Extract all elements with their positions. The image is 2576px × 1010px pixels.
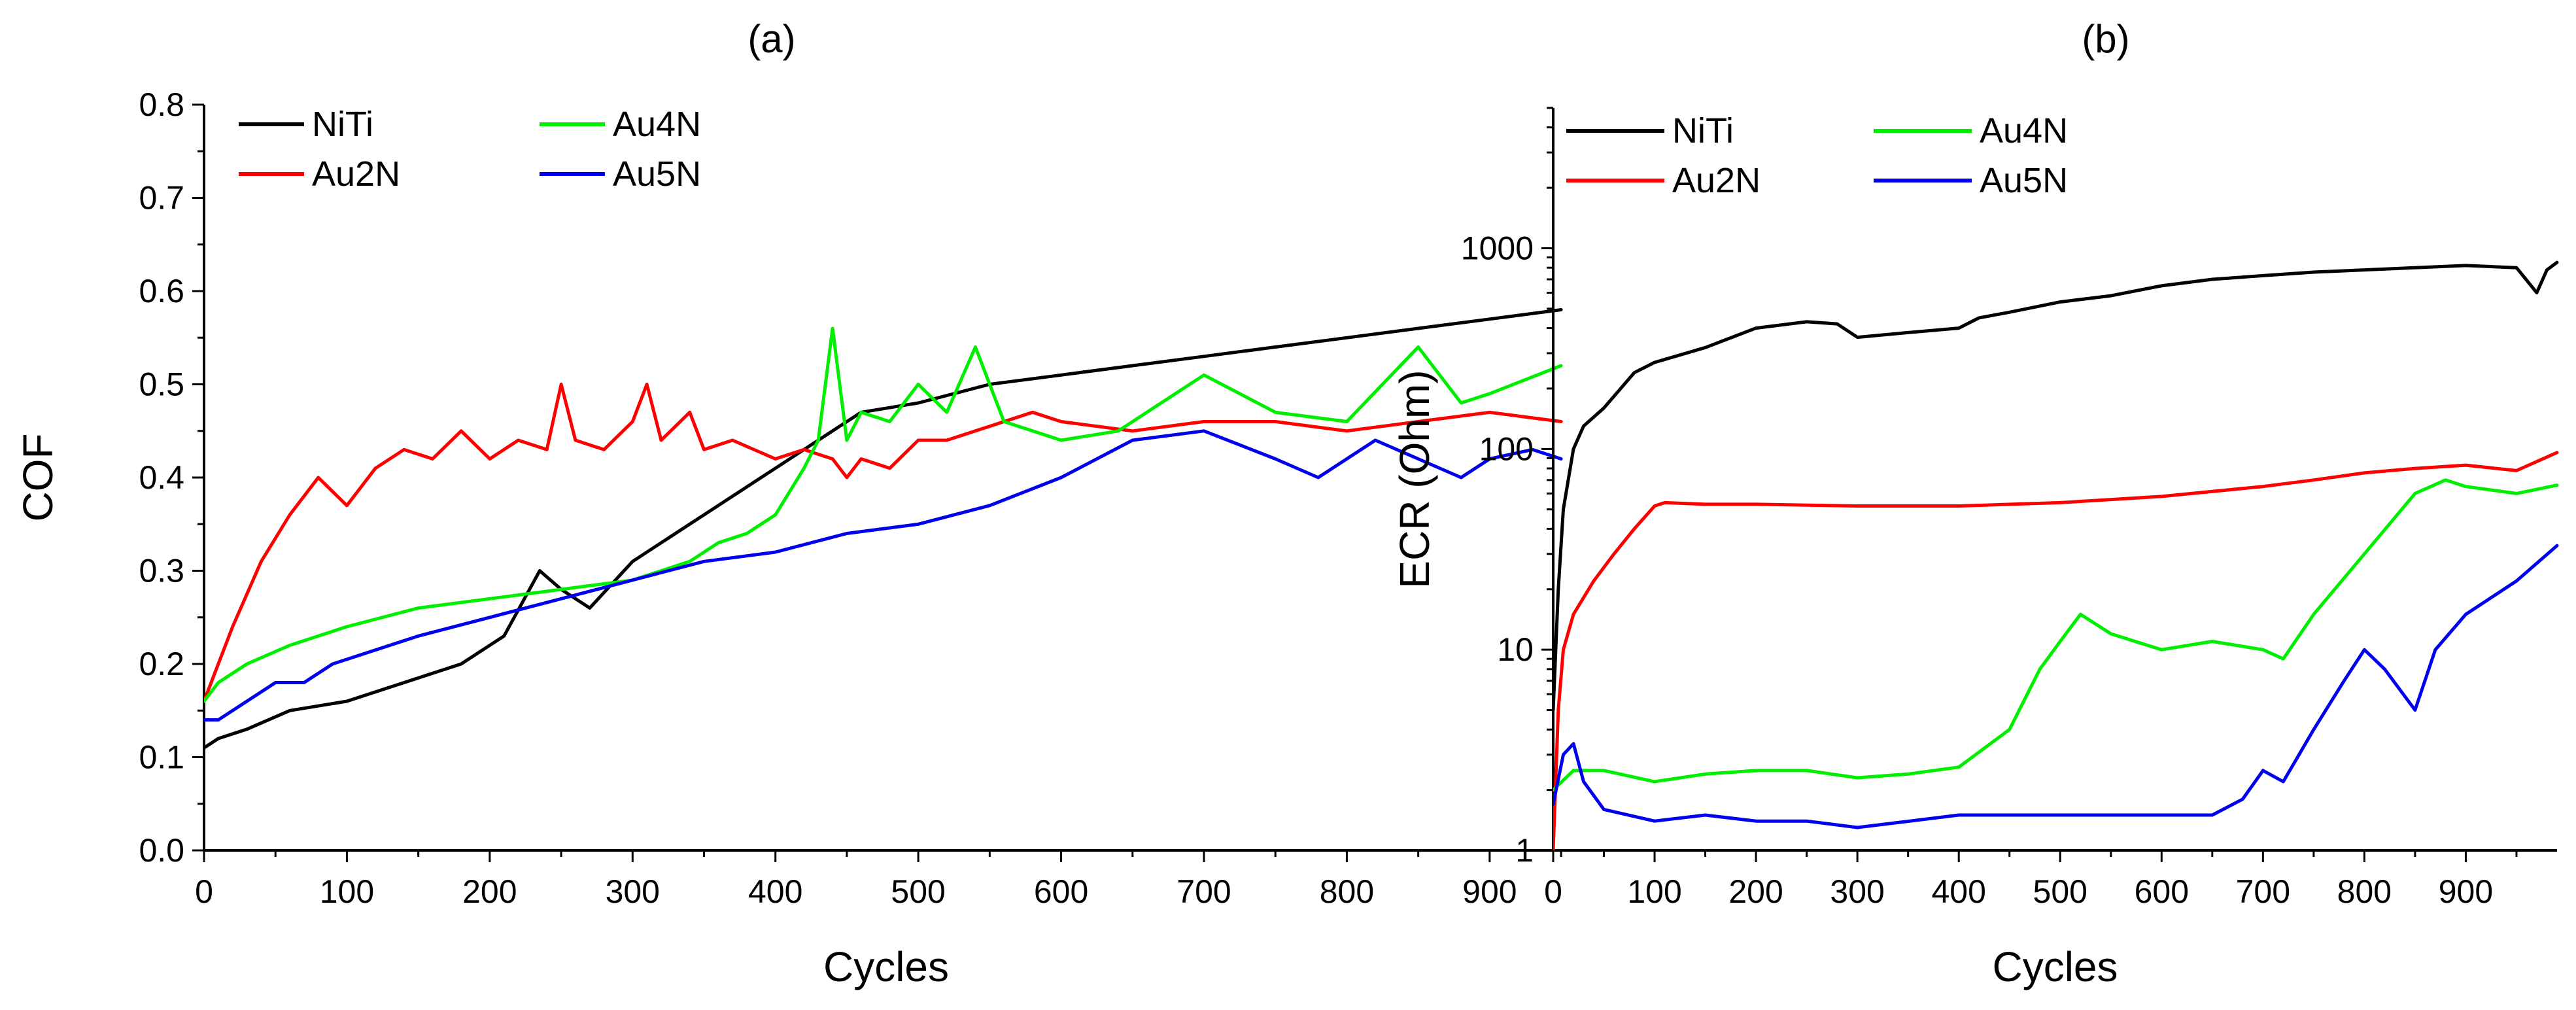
y-tick-label: 100 (1479, 430, 1534, 467)
series-line-au2n (204, 383, 1563, 703)
panel-title: (b) (2082, 17, 2129, 61)
x-axis-title: Cycles (823, 943, 949, 990)
legend-label-au2n: Au2N (312, 154, 400, 194)
x-tick-label: 900 (1462, 873, 1517, 910)
x-tick-label: 800 (1320, 873, 1374, 910)
y-tick-label: 0.2 (139, 646, 184, 682)
x-tick-label: 0 (1544, 873, 1562, 910)
y-tick-label: 0.1 (139, 739, 184, 776)
x-tick-label: 800 (2337, 873, 2392, 910)
y-axis-title: ECR (Ohm) (1391, 370, 1438, 588)
x-tick-label: 500 (891, 873, 945, 910)
x-tick-label: 700 (2236, 873, 2290, 910)
y-tick-label: 0.3 (139, 553, 184, 589)
series-line-au4n (204, 326, 1563, 703)
series-line-niti (1553, 260, 2559, 712)
legend-label-au4n: Au4N (1980, 111, 2068, 150)
x-tick-label: 200 (1728, 873, 1783, 910)
y-tick-label: 1 (1515, 832, 1534, 869)
x-axis-title: Cycles (1992, 943, 2118, 990)
x-tick-label: 300 (606, 873, 660, 910)
legend-label-niti: NiTi (1672, 111, 1734, 150)
series-line-au2n (1553, 451, 2559, 850)
legend-label-niti: NiTi (312, 105, 373, 144)
y-tick-label: 0.5 (139, 366, 184, 403)
x-tick-label: 600 (1034, 873, 1088, 910)
x-tick-label: 100 (1627, 873, 1681, 910)
y-tick-label: 0.6 (139, 273, 184, 309)
x-tick-label: 300 (1830, 873, 1884, 910)
x-tick-label: 100 (320, 873, 374, 910)
legend-label-au2n: Au2N (1672, 161, 1760, 200)
x-tick-label: 200 (462, 873, 517, 910)
x-tick-label: 900 (2439, 873, 2493, 910)
x-tick-label: 700 (1176, 873, 1231, 910)
y-tick-label: 1000 (1461, 230, 1534, 266)
x-tick-label: 0 (195, 873, 213, 910)
x-tick-label: 600 (2135, 873, 2189, 910)
series-line-au5n (204, 429, 1563, 722)
panel-title: (a) (747, 17, 795, 61)
x-tick-label: 400 (748, 873, 802, 910)
x-tick-label: 400 (1931, 873, 1985, 910)
y-tick-label: 0.8 (139, 86, 184, 123)
y-axis-title: COF (14, 433, 61, 521)
y-tick-label: 10 (1497, 631, 1534, 668)
series-line-au5n (1553, 544, 2559, 829)
legend-label-au4n: Au4N (613, 105, 701, 144)
y-tick-label: 0.0 (139, 832, 184, 869)
y-tick-label: 0.4 (139, 459, 184, 496)
panel-b-chart: (b) 0 100 200 300 400 500 600 700 800 900 1 10 100 100… (1391, 17, 2559, 990)
legend-label-au5n: Au5N (613, 154, 701, 194)
series-line-au4n (1553, 478, 2559, 792)
legend-label-au5n: Au5N (1980, 161, 2068, 200)
panel-a-chart: (a)0 100 200 300 400 500 600 700 800 9000.00.10.2… (14, 17, 1568, 990)
x-tick-label: 500 (2033, 873, 2087, 910)
y-tick-label: 0.7 (139, 180, 184, 217)
series-line-niti (204, 308, 1563, 750)
